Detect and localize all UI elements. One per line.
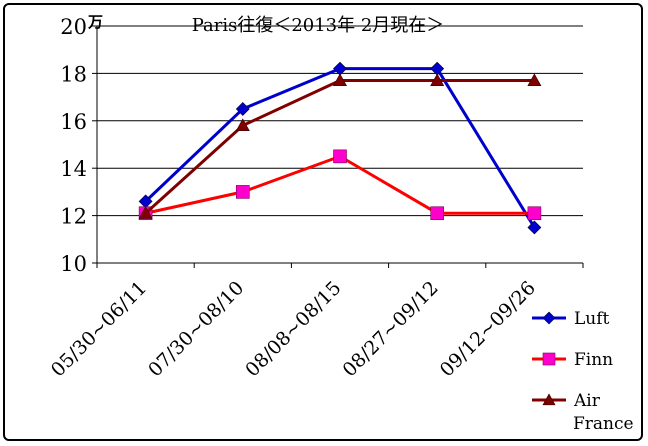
data-point [138, 206, 153, 219]
series-line [145, 154, 535, 215]
data-point [527, 73, 542, 87]
x-tick-labels: 05/30~06/1107/30~08/1008/08~08/1508/27~0… [47, 277, 540, 381]
data-point [430, 206, 445, 221]
legend-item: Air France [532, 391, 634, 434]
series-layer [138, 61, 542, 235]
axes [92, 25, 584, 268]
legend-label: Luft [574, 309, 610, 329]
y-tick-label: 14 [60, 157, 87, 181]
series-line [144, 67, 536, 229]
x-tick-label: 07/30~08/10 [144, 277, 248, 381]
x-tick-label: 08/08~08/15 [241, 277, 345, 381]
data-point [542, 311, 556, 325]
data-point [333, 149, 347, 164]
y-tick-label: 16 [60, 110, 87, 134]
legend-item: Luft [532, 309, 610, 329]
y-tick-label: 10 [60, 252, 87, 276]
x-tick-label: 09/12~09/26 [436, 277, 540, 381]
legend-label: Air [573, 391, 601, 411]
y-tick-label: 20 [60, 15, 87, 39]
legend: Luft Finn Air France [532, 309, 634, 434]
data-point [542, 352, 556, 366]
y-unit-label: 万 [87, 13, 103, 31]
data-point [235, 118, 250, 132]
series-luft [138, 61, 542, 235]
series-air-france [138, 73, 542, 219]
y-tick-label: 18 [60, 62, 87, 86]
data-point [527, 206, 542, 221]
y-tick-labels: 10 12 14 16 18 20 [60, 15, 87, 276]
data-point [235, 102, 250, 116]
legend-label: Finn [574, 350, 613, 370]
data-point [542, 393, 556, 406]
series-finn [138, 149, 542, 221]
data-point [430, 73, 445, 87]
chart-title: Paris往復＜2013年 2月現在＞ [192, 15, 445, 36]
x-tick-label: 08/27~09/12 [338, 277, 442, 381]
grid-lines [97, 25, 583, 217]
data-point [527, 220, 542, 235]
data-point [236, 185, 250, 199]
y-tick-label: 12 [60, 205, 87, 229]
legend-label: France [573, 414, 634, 434]
legend-item: Finn [532, 350, 613, 370]
x-tick-label: 05/30~06/11 [47, 277, 151, 381]
data-point [332, 73, 348, 87]
